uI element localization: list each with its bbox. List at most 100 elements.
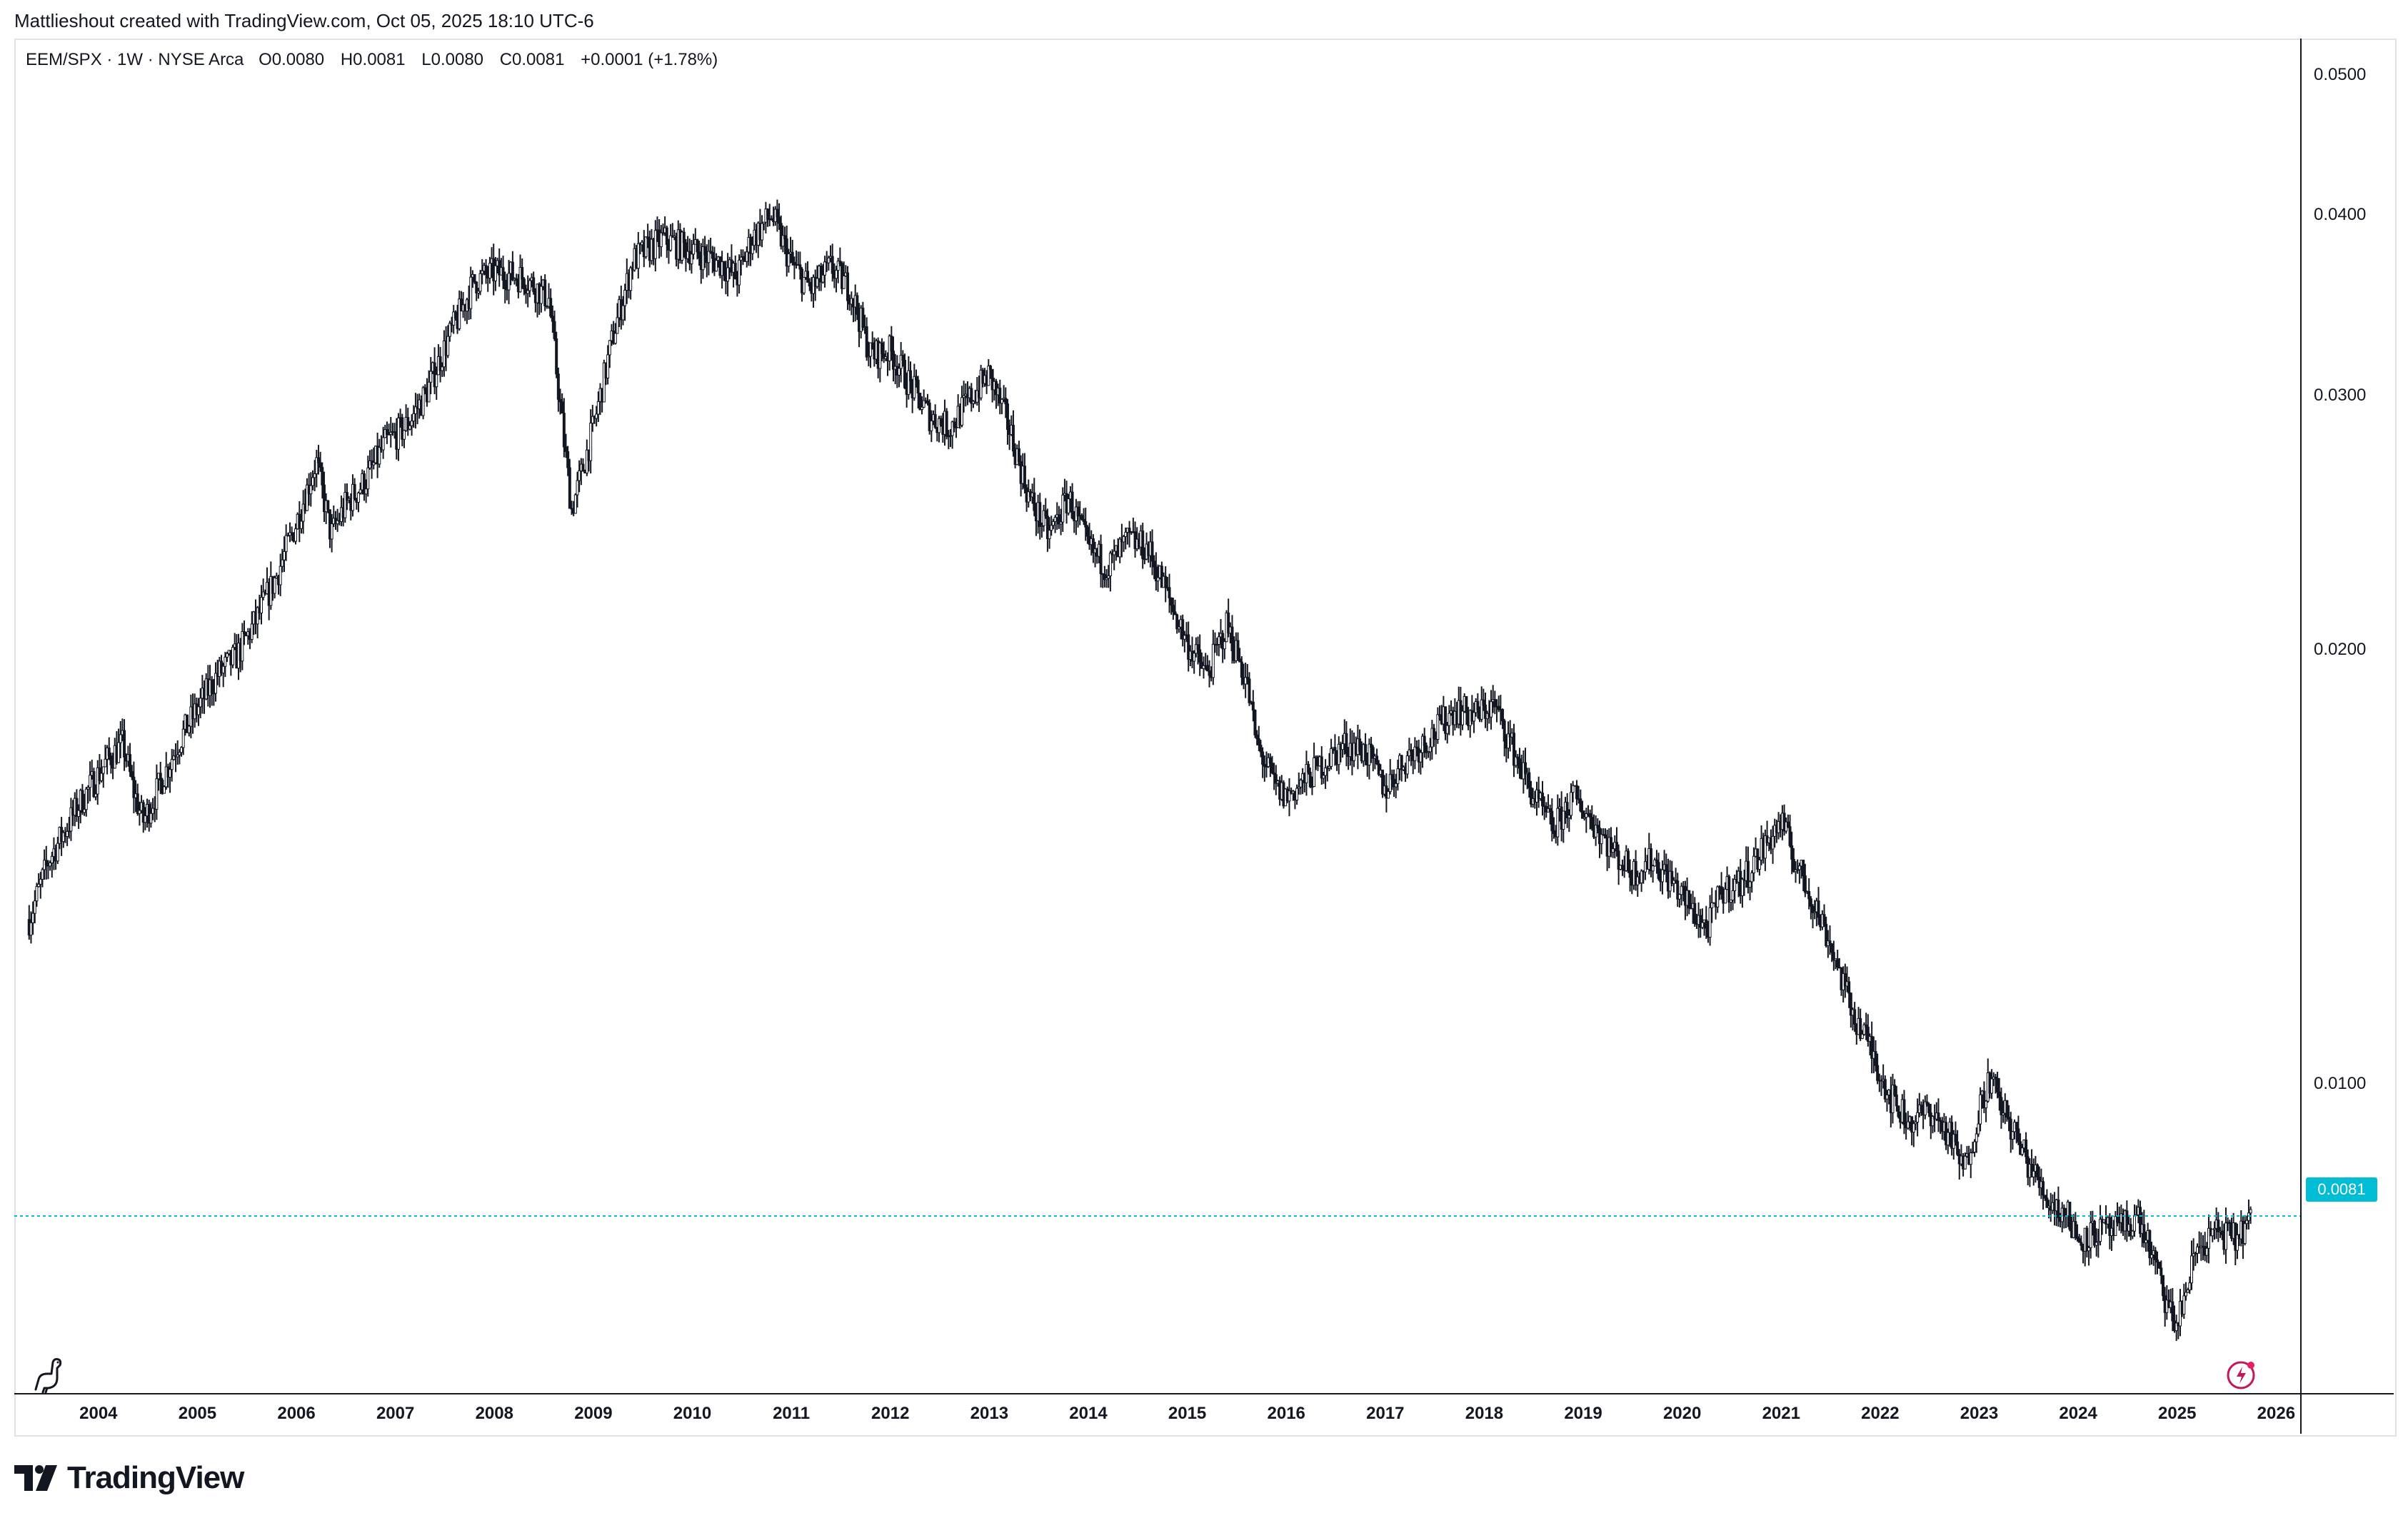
candle-body: [187, 725, 191, 733]
candle-body: [1920, 1105, 1923, 1111]
tradingview-brand[interactable]: TradingView: [14, 1460, 244, 1495]
candle-body: [1727, 876, 1731, 903]
candle-body: [1600, 834, 1603, 845]
candle-body: [1415, 746, 1419, 749]
candle-body: [396, 417, 400, 450]
candle-body: [1792, 858, 1795, 873]
candle-body: [66, 830, 69, 837]
candle-body: [1023, 466, 1026, 488]
candle-body: [1261, 751, 1265, 765]
candle-body: [2235, 1235, 2239, 1251]
candle-body: [1257, 738, 1260, 746]
candle-body: [427, 381, 431, 403]
candle-body: [1011, 424, 1015, 452]
candle-body: [1699, 915, 1702, 928]
candle-body: [585, 449, 588, 473]
candle-body: [197, 706, 201, 715]
candle-body: [669, 235, 673, 251]
chart-frame[interactable]: [14, 39, 2397, 1437]
candle-body: [2131, 1230, 2134, 1237]
candle-body: [1413, 746, 1417, 761]
candle-body: [221, 665, 225, 674]
candle-body: [2186, 1290, 2189, 1293]
candle-body: [2228, 1222, 2232, 1225]
candle-body: [1997, 1091, 2001, 1098]
candle-body: [1617, 850, 1620, 870]
candle-body: [987, 366, 990, 386]
candle-body: [913, 376, 916, 398]
candle-body: [163, 786, 166, 794]
candle-body: [1790, 845, 1794, 860]
candle-body: [473, 273, 476, 283]
candle-body: [476, 291, 480, 293]
candle-body: [1393, 778, 1396, 788]
candle-body: [1193, 653, 1196, 662]
candle-body: [1596, 825, 1600, 829]
dino-icon[interactable]: [29, 1354, 69, 1394]
candle-body: [481, 270, 484, 274]
candle-body: [1628, 870, 1632, 878]
candle-body: [1253, 710, 1257, 735]
candle-body: [861, 307, 865, 328]
candle-body: [745, 251, 748, 262]
candle-body: [1330, 748, 1333, 767]
candle-body: [806, 271, 810, 283]
candle-body: [1802, 860, 1805, 877]
candle-body: [602, 362, 606, 403]
candle-body: [343, 492, 347, 518]
candle-body: [475, 281, 478, 293]
candle-body: [501, 267, 505, 281]
candle-body: [703, 246, 707, 256]
candle-body: [1227, 612, 1230, 634]
candle-body: [1750, 873, 1754, 883]
candle-body: [1825, 923, 1828, 946]
candle-body: [2249, 1209, 2252, 1214]
candle-body: [2002, 1112, 2005, 1115]
candle-body: [573, 494, 577, 514]
candle-body: [1620, 865, 1624, 870]
candle-body: [623, 289, 627, 306]
candle-body: [1670, 870, 1674, 884]
legend-open-value: 0.0080: [271, 50, 325, 69]
price-tick-label: 0.0100: [2314, 1074, 2367, 1094]
candle-body: [1665, 864, 1668, 872]
candle-body: [1364, 744, 1368, 761]
candle-body: [1588, 813, 1592, 818]
symbol-legend[interactable]: EEM/SPX · 1W · NYSE Arca O0.0080 H0.0081…: [26, 50, 718, 70]
candle-body: [925, 401, 929, 403]
candle-body: [653, 230, 657, 259]
candle-body: [1113, 551, 1116, 556]
candle-body: [1101, 573, 1105, 575]
candle-body: [1370, 743, 1373, 748]
candle-body: [1594, 825, 1597, 838]
candle-body: [1425, 745, 1428, 753]
candle-body: [2182, 1295, 2186, 1315]
candle-body: [1565, 802, 1569, 818]
legend-symbol[interactable]: EEM/SPX · 1W · NYSE Arca: [26, 50, 244, 69]
candle-body: [1400, 755, 1403, 770]
candle-body: [1902, 1099, 1906, 1125]
candle-body: [2089, 1222, 2092, 1248]
price-tick-label: 0.0200: [2314, 639, 2367, 659]
flash-icon[interactable]: [2225, 1358, 2258, 1391]
candle-body: [279, 566, 282, 585]
candle-body: [2142, 1224, 2146, 1244]
candle-body: [429, 371, 433, 383]
candle-body: [1657, 862, 1660, 879]
candle-body: [448, 323, 451, 337]
candle-body: [1653, 859, 1657, 867]
candle-body: [1141, 531, 1145, 560]
candle-body: [1897, 1105, 1900, 1117]
candle-body: [1307, 764, 1310, 773]
candle-body: [2243, 1223, 2247, 1244]
candle-body: [621, 305, 625, 321]
candle-body: [2011, 1131, 2015, 1140]
candle-body: [783, 235, 787, 239]
brand-name: TradingView: [67, 1460, 244, 1495]
candle-body: [2030, 1164, 2034, 1177]
candle-body: [2154, 1250, 2157, 1260]
candle-body: [543, 279, 547, 306]
candle-body: [2025, 1140, 2028, 1157]
candle-body: [1428, 746, 1432, 753]
